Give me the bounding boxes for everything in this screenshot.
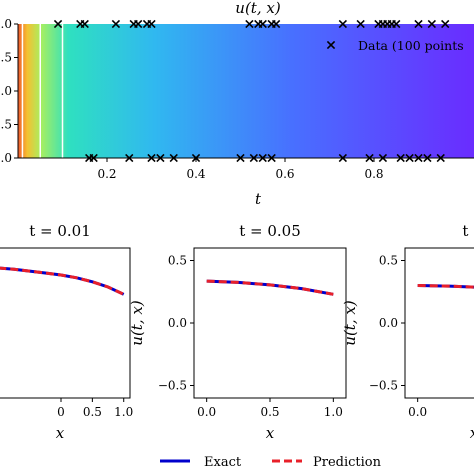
panel-x-tick-label: 0.0	[197, 405, 216, 419]
heatmap-y-ticks: .0 .5 .0 .5 .0	[1, 17, 18, 165]
heatmap-title: u(t, x)	[235, 0, 281, 17]
heatmap-panel: u(t, x) Data (100 points .0.5.0.5.0 0.2 0…	[1, 0, 474, 208]
heatmap-x-ticks: 0.2 0.4 0.6 0.8	[97, 158, 384, 181]
panel-xlabel: x	[470, 424, 474, 442]
panel-x-tick-label: 0	[57, 405, 65, 419]
panel-y-tick-label: 0.5	[379, 254, 398, 268]
data-point	[271, 19, 281, 29]
panel-title: t = 0.05	[239, 222, 301, 240]
panel-y-tick-label: −0.5	[369, 379, 398, 393]
panel-x-tick-label: 0.5	[83, 405, 102, 419]
heatmap-y-tick-label: .5	[1, 51, 12, 65]
data-point-stroke	[441, 19, 450, 29]
legend-x-glyph-stroke	[326, 40, 336, 50]
heatmap-x-tick-label: 0.4	[186, 167, 205, 181]
line-panel: t = 0.01 0 0.5 1.0 x	[0, 222, 133, 442]
heatmap-x-tick-label: 0.8	[364, 167, 383, 181]
data-point	[245, 19, 254, 29]
prediction-curve	[206, 279, 334, 296]
data-point	[258, 19, 267, 29]
heatmap-x-tick-label: 0.2	[97, 167, 116, 181]
heatmap-field	[18, 24, 474, 158]
panel-title: t = 0.01	[29, 222, 91, 240]
panel-frame	[404, 247, 474, 399]
data-point-stroke	[53, 19, 63, 29]
panel-xlabel: x	[56, 424, 65, 442]
panel-frame	[0, 247, 131, 399]
data-point	[356, 19, 365, 29]
data-point-stroke	[133, 19, 143, 29]
data-point	[392, 19, 401, 29]
line-panels: t = 0.01 0 0.5 1.0 x t = 0.05 0.5 0.0 −0.5 0.0 0.5…	[0, 222, 474, 442]
data-point	[147, 19, 156, 29]
data-point-stroke	[111, 19, 121, 29]
panel-frame	[193, 247, 347, 399]
panel-y-tick-label: 0.5	[168, 254, 187, 268]
heatmap-y-tick-label: .0	[1, 84, 12, 98]
legend-prediction-label: Prediction	[313, 455, 382, 470]
data-point-stroke	[245, 19, 254, 29]
data-point	[427, 19, 437, 29]
data-point-stroke	[271, 19, 281, 29]
heatmap-legend: Data (100 points	[326, 38, 464, 53]
panel-y-tick-label: 0.0	[168, 316, 187, 330]
heatmap-y-tick-label: .5	[1, 118, 12, 132]
data-point-stroke	[427, 19, 437, 29]
prediction-curve	[417, 284, 474, 289]
legend-exact-label: Exact	[204, 455, 242, 470]
legend-x-glyph	[326, 40, 336, 50]
bottom-legend: Exact Prediction	[160, 455, 382, 470]
line-panel: t = 0.05 0.5 0.0 −0.5 0.0 0.5 1.0 x u(t, x)	[128, 222, 347, 442]
panel-ylabel: u(t, x)	[341, 300, 359, 346]
data-point	[441, 19, 450, 29]
line-panel: t = 0.5 0.0 −0.5 0.0 x u(t, x)	[341, 222, 474, 442]
panel-ylabel: u(t, x)	[128, 300, 146, 346]
data-point	[338, 19, 348, 29]
heatmap-x-tick-label: 0.6	[275, 167, 294, 181]
panel-y-tick-label: −0.5	[158, 379, 187, 393]
data-point	[111, 19, 121, 29]
legend-x-marker	[326, 40, 336, 50]
data-point	[133, 19, 143, 29]
heatmap-y-tick-label: .0	[1, 151, 12, 165]
heatmap-y-tick-label: .0	[1, 17, 12, 31]
data-point-stroke	[147, 19, 156, 29]
data-point-stroke	[80, 19, 89, 29]
data-point-stroke	[258, 19, 267, 29]
panel-title: t =	[462, 222, 474, 240]
data-point-stroke	[414, 19, 423, 29]
legend-data-label: Data (100 points	[358, 38, 464, 53]
panel-x-tick-label: 1.0	[324, 405, 343, 419]
time-markers	[21, 24, 64, 158]
panel-x-tick-label: 1.0	[114, 405, 133, 419]
data-point	[414, 19, 423, 29]
heatmap-xlabel: t	[255, 190, 262, 208]
panel-x-tick-label: 0.0	[408, 405, 427, 419]
prediction-curve	[0, 266, 125, 296]
data-point-stroke	[392, 19, 401, 29]
data-point	[53, 19, 63, 29]
data-point-stroke	[338, 19, 348, 29]
data-point-stroke	[356, 19, 365, 29]
panel-y-tick-label: 0.0	[379, 316, 398, 330]
data-point	[80, 19, 89, 29]
panel-xlabel: x	[266, 424, 275, 442]
panel-x-tick-label: 0.5	[260, 405, 279, 419]
